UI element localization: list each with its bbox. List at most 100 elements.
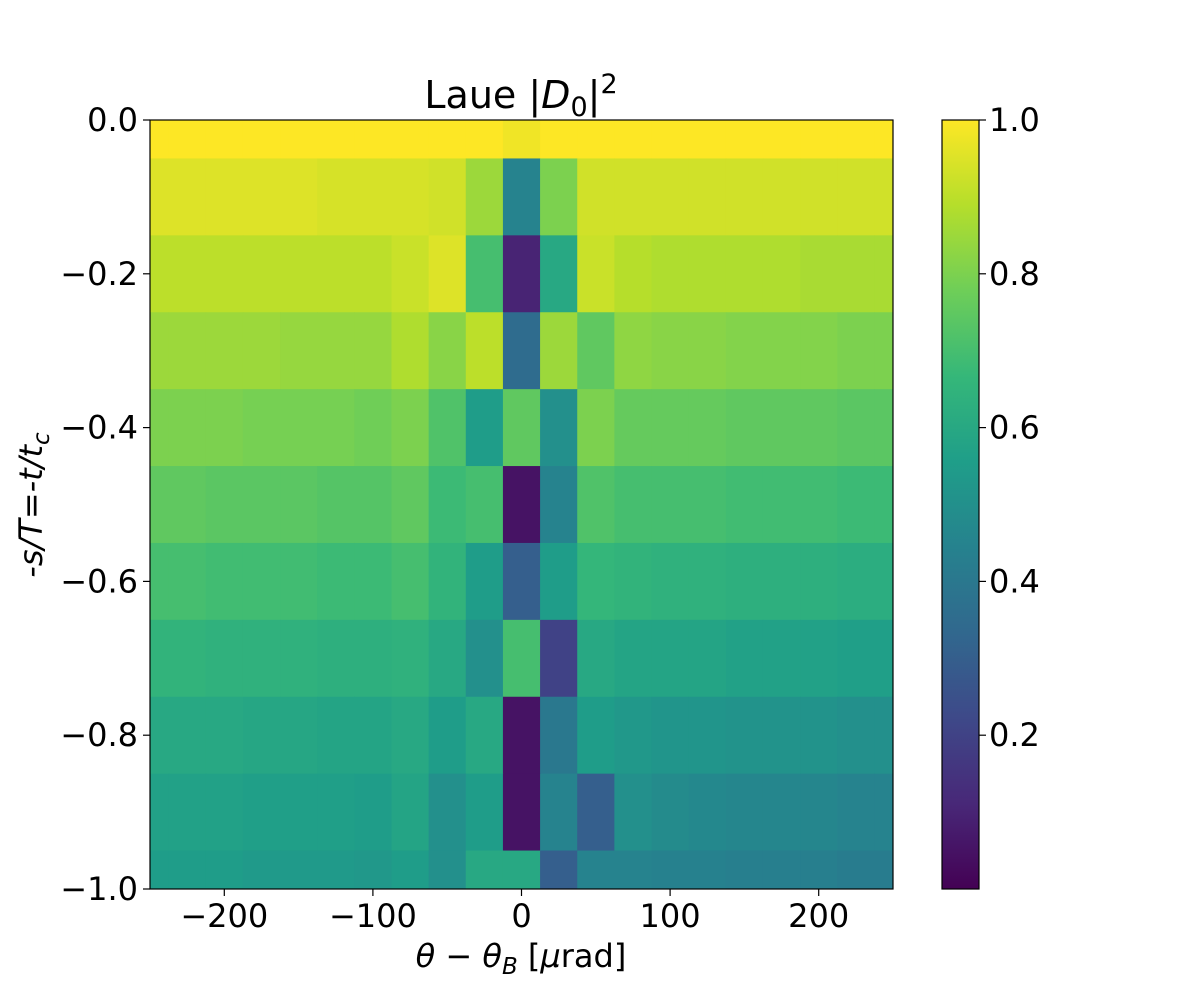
heatmap-cell	[242, 773, 281, 852]
heatmap-cell	[688, 466, 727, 544]
heatmap-cell	[725, 158, 764, 236]
heatmap-cell	[354, 542, 392, 621]
heatmap-cell	[874, 389, 893, 467]
heatmap-cell	[614, 120, 653, 159]
heatmap-cell	[150, 235, 170, 313]
heatmap-cell	[837, 389, 875, 467]
heatmap-cell	[874, 619, 893, 698]
heatmap-cell	[577, 312, 615, 390]
heatmap-cell	[800, 235, 838, 313]
heatmap-cell	[391, 850, 430, 889]
heatmap-cell	[725, 850, 764, 889]
heatmap-cell	[465, 158, 504, 236]
heatmap-cell	[502, 773, 541, 852]
heatmap-cell	[577, 235, 615, 313]
heatmap-cell	[800, 773, 838, 852]
heatmap-cell	[540, 542, 578, 621]
heatmap-cell	[242, 850, 281, 889]
heatmap-cell	[391, 773, 430, 852]
heatmap-cell	[428, 542, 467, 621]
heatmap-cell	[874, 773, 893, 852]
heatmap-cell	[688, 312, 727, 390]
heatmap-cell	[502, 542, 541, 621]
colorbar-tick-label: 0.4	[989, 562, 1040, 600]
heatmap-cell	[800, 389, 838, 467]
heatmap-cell	[428, 312, 467, 390]
heatmap-cell	[428, 466, 467, 544]
heatmap-cell	[762, 158, 801, 236]
heatmap-cell	[317, 120, 355, 159]
y-tick-label: 0.0	[87, 101, 138, 139]
heatmap-cell	[651, 120, 690, 159]
heatmap-cell	[688, 696, 727, 775]
heatmap-cell	[168, 158, 207, 236]
heatmap-cell	[762, 850, 801, 889]
heatmap-cell	[391, 466, 430, 544]
colorbar-tick-label: 0.6	[989, 409, 1040, 447]
heatmap-cell	[168, 619, 207, 698]
heatmap-cell	[837, 158, 875, 236]
heatmap-cell	[391, 389, 430, 467]
heatmap-cell	[391, 120, 430, 159]
heatmap-cell	[762, 542, 801, 621]
heatmap-cell	[428, 235, 467, 313]
heatmap-cell	[280, 235, 318, 313]
heatmap-cell	[762, 466, 801, 544]
heatmap-cell	[465, 120, 504, 159]
heatmap-cell	[168, 542, 207, 621]
heatmap-cell	[688, 542, 727, 621]
heatmap-cell	[465, 235, 504, 313]
heatmap-cell	[391, 312, 430, 390]
heatmap-cell	[874, 466, 893, 544]
heatmap-cell	[614, 158, 653, 236]
heatmap-cell	[317, 389, 355, 467]
heatmap-cell	[280, 850, 318, 889]
heatmap-cell	[205, 120, 244, 159]
heatmap-cell	[280, 389, 318, 467]
heatmap-cell	[205, 466, 244, 544]
heatmap-cell	[651, 158, 690, 236]
heatmap-cell	[428, 619, 467, 698]
heatmap-cell	[614, 619, 653, 698]
heatmap-cell	[874, 696, 893, 775]
heatmap-cell	[651, 696, 690, 775]
heatmap-cell	[800, 542, 838, 621]
heatmap-cell	[837, 619, 875, 698]
heatmap-cell	[762, 619, 801, 698]
heatmap-cell	[874, 542, 893, 621]
heatmap-cell	[391, 542, 430, 621]
heatmap-cell	[317, 466, 355, 544]
heatmap-cell	[688, 773, 727, 852]
heatmap-cell	[540, 773, 578, 852]
heatmap-cell	[354, 158, 392, 236]
heatmap-cell	[725, 773, 764, 852]
heatmap-cell	[651, 773, 690, 852]
heatmap-cell	[280, 158, 318, 236]
heatmap-cell	[168, 696, 207, 775]
heatmap-cell	[651, 235, 690, 313]
colorbar-tick-label: 0.2	[989, 716, 1040, 754]
heatmap-cell	[168, 120, 207, 159]
heatmap-cell	[168, 466, 207, 544]
heatmap-cell	[391, 696, 430, 775]
heatmap-cell	[280, 466, 318, 544]
heatmap-cell	[150, 696, 170, 775]
heatmap-cell	[354, 235, 392, 313]
heatmap-cell	[800, 619, 838, 698]
heatmap-cell	[502, 158, 541, 236]
heatmap-cell	[651, 312, 690, 390]
heatmap-cell	[762, 773, 801, 852]
heatmap-cell	[614, 773, 653, 852]
x-tick-label: 200	[788, 897, 849, 935]
heatmap-cell	[874, 850, 893, 889]
heatmap-cell	[502, 850, 541, 889]
heatmap-cell	[150, 389, 170, 467]
heatmap-cell	[540, 235, 578, 313]
heatmap-cell	[391, 619, 430, 698]
heatmap-cell	[280, 120, 318, 159]
heatmap-cell	[391, 235, 430, 313]
heatmap-cell	[837, 312, 875, 390]
heatmap-cell	[502, 696, 541, 775]
heatmap-cell	[725, 466, 764, 544]
heatmap-cell	[837, 696, 875, 775]
